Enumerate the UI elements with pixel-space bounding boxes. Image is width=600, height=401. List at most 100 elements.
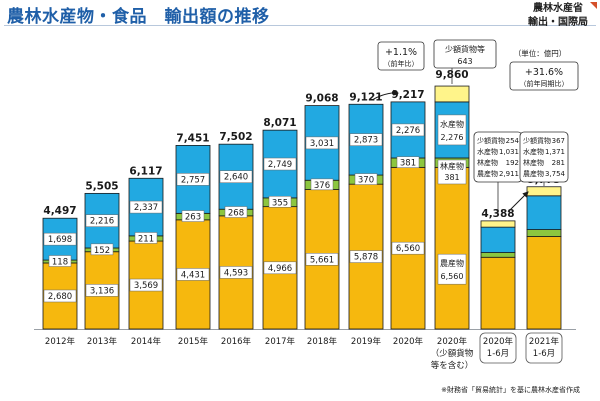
category-label: 2021年: [529, 336, 560, 347]
category-label: 2017年: [265, 336, 296, 347]
agri-value-label: 4,593: [224, 268, 248, 278]
value-label-box: [176, 268, 210, 281]
total-label: 9,217: [391, 89, 424, 101]
category-label: 2013年: [87, 336, 118, 347]
agri-segment: [526, 236, 562, 330]
value-label-box: [85, 214, 119, 227]
agri-value-label: 4,431: [181, 270, 205, 280]
forest-label-box: [268, 196, 292, 208]
h1-2020-breakdown-value: 254: [506, 137, 520, 145]
h1-2020-breakdown-label: 農産物: [477, 169, 498, 178]
h1-2020-breakdown-value: 192: [506, 159, 519, 167]
category-label: 1-6月: [533, 349, 555, 359]
total-label: 6,117: [129, 165, 162, 177]
value-label-box: [219, 170, 253, 183]
small-goods-callout-box: [433, 39, 497, 69]
fish-value-label: 2,873: [354, 136, 378, 146]
forest-value-label: 376: [314, 181, 330, 191]
forest-value-label: 152: [94, 246, 110, 256]
small-goods-segment: [480, 220, 516, 228]
corner-mark-icon: [590, 2, 597, 9]
fish-value-label: 2,337: [134, 203, 158, 213]
agri-segment: [434, 166, 470, 330]
value-label-box: [391, 241, 425, 255]
fish-value-label: 2,276: [396, 126, 420, 136]
forest-segment: [480, 252, 516, 258]
fish-value-label: 2,757: [181, 175, 205, 185]
total-label: 9,121: [349, 91, 382, 103]
yoy-2021-callout-box: [509, 61, 579, 91]
forest-label-box: [310, 178, 334, 191]
h1-2021-breakdown-label: 少額貨物: [523, 136, 551, 145]
agri-value-label: 6,560: [396, 244, 420, 254]
source-note: ※財務省「貿易統計」を基に農林水産省作成: [441, 385, 580, 394]
category-label: 2014年: [131, 336, 162, 347]
forest-value-label: 381: [444, 173, 459, 182]
agri-value-label: 3,136: [90, 286, 114, 296]
title-underline: [4, 25, 596, 26]
category-label: 1-6月: [487, 349, 509, 359]
h1-2020-breakdown-label: 水産物: [477, 147, 498, 156]
h1-2020-breakdown-label: 林産物: [477, 158, 498, 167]
forest-value-label: 355: [272, 198, 288, 208]
small-goods-callout-value: 643: [457, 57, 472, 66]
forest-label-box: [90, 243, 114, 256]
agri-value-label: 4,966: [268, 264, 292, 274]
agri-value-label: 5,878: [354, 253, 378, 263]
value-label-box: [349, 250, 383, 263]
total-label: 8,071: [263, 117, 296, 129]
unit-label: （単位：億円）: [514, 48, 567, 58]
fish-segment: [526, 195, 562, 230]
forest-value-label: 370: [358, 176, 374, 186]
agri-segment: [480, 256, 516, 330]
h1-2020-breakdown-label: 少額貨物: [477, 136, 505, 145]
fish-value-label: 2,276: [441, 133, 464, 142]
value-label-box: [129, 278, 163, 292]
total-label: 4,497: [43, 205, 76, 217]
forest-name-label: 林産物: [440, 161, 464, 171]
total-label: 5,505: [85, 180, 118, 192]
fish-segment: [480, 226, 516, 253]
forest-value-label: 381: [400, 159, 416, 169]
h1-2021-breakdown-label: 農産物: [523, 169, 544, 178]
forest-label-box: [437, 159, 467, 185]
category-label: 2020年: [393, 336, 424, 347]
ministry-line-2: 輸出・国際局: [528, 17, 588, 28]
small-goods-segment: [526, 186, 562, 197]
category-label: 等を含む）: [431, 360, 474, 371]
ministry-label: 農林水産省 輸出・国際局: [520, 2, 596, 30]
h1-growth-arrow: [507, 191, 529, 213]
fish-value-label: 1,698: [48, 235, 72, 245]
category-label: 2015年: [178, 336, 209, 347]
value-label-box: [43, 289, 77, 303]
fish-value-label: 2,749: [268, 160, 292, 170]
yoy-2020-arrow: [371, 89, 399, 101]
total-label: 7,502: [219, 131, 252, 143]
small-goods-segment: [434, 85, 470, 103]
total-label: 7,451: [176, 132, 209, 144]
category-label-box: [525, 332, 563, 364]
forest-label-box: [181, 210, 205, 222]
h1-2020-breakdown-value: 2,911: [499, 170, 519, 178]
value-label-box: [219, 266, 253, 279]
total-label: 9,068: [305, 93, 338, 105]
forest-label-box: [48, 255, 72, 267]
h1-2021-breakdown-value: 281: [552, 159, 565, 167]
forest-label-box: [224, 206, 248, 218]
agri-value-label: 6,560: [441, 272, 464, 281]
category-label: 2018年: [307, 336, 338, 347]
h1-2021-breakdown-label: 林産物: [523, 158, 544, 167]
value-label-box: [263, 157, 297, 171]
fish-value-label: 3,031: [310, 139, 334, 149]
fish-value-label: 2,640: [224, 173, 248, 183]
agri-name-label: 農産物: [440, 258, 464, 268]
h1-2021-breakdown-value: 1,371: [545, 148, 565, 156]
yoy-2020-note: （前年比）: [384, 59, 419, 68]
agri-value-label: 2,680: [48, 292, 72, 302]
ministry-line-1: 農林水産省: [533, 3, 583, 14]
yoy-2021-value: +31.6%: [525, 67, 563, 78]
category-label: 2016年: [221, 336, 252, 347]
yoy-2021-note: （前年同期比）: [520, 79, 569, 88]
page-title: 農林水産物・食品 輸出額の推移: [7, 7, 270, 27]
category-label: 2019年: [351, 336, 382, 347]
